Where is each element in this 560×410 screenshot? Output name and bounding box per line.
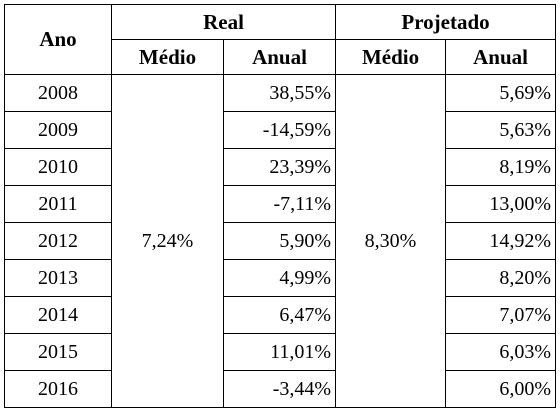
year-cell: 2012: [4, 222, 112, 260]
year-cell: 2009: [4, 111, 112, 149]
header-row-top: Ano Real Projetado: [4, 4, 557, 75]
table-row: 2008 7,24% 38,55% 8,30% 5,69%: [4, 74, 557, 408]
real-anual-cell: 23,39%: [222, 148, 337, 186]
table-row: 2015 11,01% 6,03%: [4, 333, 557, 371]
header-proj-anual: Anual: [445, 39, 557, 75]
header-proj-medio: Médio: [335, 39, 447, 75]
year-cell: 2008: [4, 74, 112, 112]
proj-anual-cell: 8,20%: [445, 259, 557, 297]
header-ano: Ano: [4, 4, 112, 75]
year-cell: 2015: [4, 333, 112, 371]
real-anual-cell: 5,90%: [222, 222, 337, 260]
real-medio-cell: 7,24%: [111, 74, 224, 408]
proj-anual-cell: 6,03%: [445, 333, 557, 371]
real-anual-cell: 4,99%: [222, 259, 337, 297]
returns-table: Ano Real Projetado Médio Anual Médio Anu…: [4, 4, 557, 408]
proj-anual-cell: 6,00%: [445, 370, 557, 408]
table-row: 2016 -3,44% 6,00%: [4, 370, 557, 408]
proj-anual-cell: 13,00%: [445, 185, 557, 223]
year-cell: 2011: [4, 185, 112, 223]
table-row: 2010 23,39% 8,19%: [4, 148, 557, 186]
year-cell: 2013: [4, 259, 112, 297]
real-anual-cell: 11,01%: [222, 333, 337, 371]
proj-anual-cell: 5,63%: [445, 111, 557, 149]
table-row: 2013 4,99% 8,20%: [4, 259, 557, 297]
year-cell: 2014: [4, 296, 112, 334]
year-cell: 2010: [4, 148, 112, 186]
header-real-anual: Anual: [222, 39, 337, 75]
proj-anual-cell: 7,07%: [445, 296, 557, 334]
year-cell: 2016: [4, 370, 112, 408]
real-anual-cell: 6,47%: [222, 296, 337, 334]
proj-medio-cell: 8,30%: [335, 74, 447, 408]
real-anual-cell: -7,11%: [222, 185, 337, 223]
real-anual-cell: 38,55%: [222, 74, 337, 112]
proj-anual-cell: 5,69%: [445, 74, 557, 112]
table-row: 2011 -7,11% 13,00%: [4, 185, 557, 223]
header-real-medio: Médio: [111, 39, 224, 75]
header-projetado: Projetado: [335, 4, 557, 40]
table-row: 2012 5,90% 14,92%: [4, 222, 557, 260]
proj-anual-cell: 8,19%: [445, 148, 557, 186]
table-row: 2009 -14,59% 5,63%: [4, 111, 557, 149]
table-row: 2014 6,47% 7,07%: [4, 296, 557, 334]
proj-anual-cell: 14,92%: [445, 222, 557, 260]
header-real: Real: [110, 4, 337, 40]
real-anual-cell: -3,44%: [222, 370, 337, 408]
real-anual-cell: -14,59%: [222, 111, 337, 149]
